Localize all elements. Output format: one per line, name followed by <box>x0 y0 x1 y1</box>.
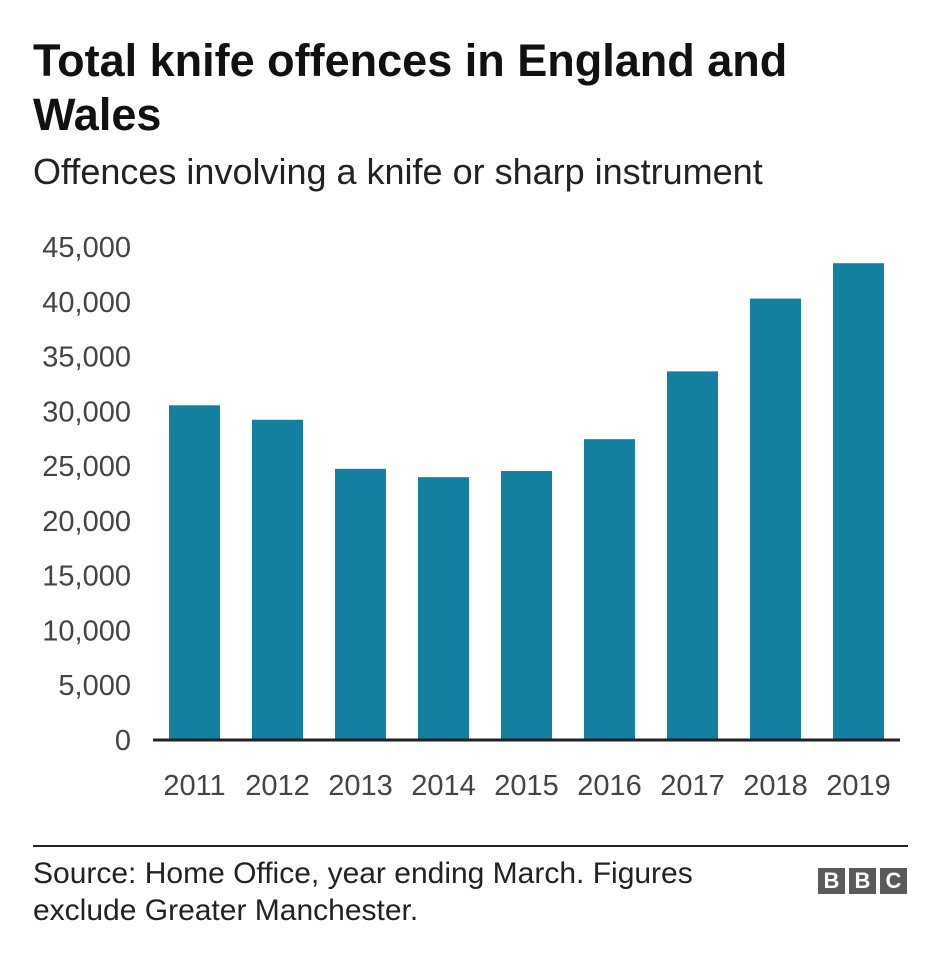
bar-2013 <box>335 468 386 740</box>
x-tick-label: 2012 <box>245 770 310 802</box>
x-tick-label: 2018 <box>743 770 808 802</box>
bar-2014 <box>418 477 469 740</box>
y-tick-label: 35,000 <box>42 342 131 374</box>
bar-chart: 0 5,000 10,000 15,000 20,000 25,000 30,000 35,0… <box>42 232 900 802</box>
x-tick-label: 2015 <box>494 770 559 802</box>
y-tick-label: 5,000 <box>58 670 131 702</box>
bar-2011 <box>169 405 220 740</box>
y-tick-label: 25,000 <box>42 451 131 483</box>
bar-2017 <box>667 371 718 740</box>
y-tick-label: 10,000 <box>42 615 131 647</box>
y-tick-label: 15,000 <box>42 561 131 593</box>
bar-2015 <box>501 471 552 740</box>
logo-letter-b1: B <box>818 868 845 894</box>
y-tick-label: 20,000 <box>42 506 131 538</box>
y-axis-ticks: 0 5,000 10,000 15,000 20,000 25,000 30,000 35,0… <box>42 232 131 757</box>
source-note: Source: Home Office, year ending March. … <box>33 857 693 927</box>
logo-letter-c: C <box>880 868 907 894</box>
bars <box>169 263 884 740</box>
y-tick-label: 45,000 <box>42 232 131 264</box>
footer-divider <box>33 845 908 847</box>
x-tick-label: 2016 <box>577 770 642 802</box>
logo-letter-b2: B <box>849 868 876 894</box>
chart-title: Total knife offences in England and Wale… <box>33 35 788 140</box>
y-tick-label: 30,000 <box>42 396 131 428</box>
x-tick-label: 2014 <box>411 770 476 802</box>
y-tick-label: 0 <box>115 725 131 757</box>
bar-2018 <box>750 298 801 740</box>
bar-2012 <box>252 419 303 740</box>
y-tick-label: 40,000 <box>42 287 131 319</box>
bar-2016 <box>584 439 635 740</box>
chart-subtitle: Offences involving a knife or sharp inst… <box>33 151 763 192</box>
x-tick-label: 2017 <box>660 770 725 802</box>
x-axis-ticks: 2011 2012 2013 2014 2015 2016 2017 2018 2019 <box>163 770 890 802</box>
x-tick-label: 2019 <box>826 770 891 802</box>
bar-2019 <box>833 263 884 740</box>
bbc-logo: B B C <box>818 868 907 894</box>
x-tick-label: 2011 <box>163 770 225 802</box>
x-tick-label: 2013 <box>328 770 393 802</box>
